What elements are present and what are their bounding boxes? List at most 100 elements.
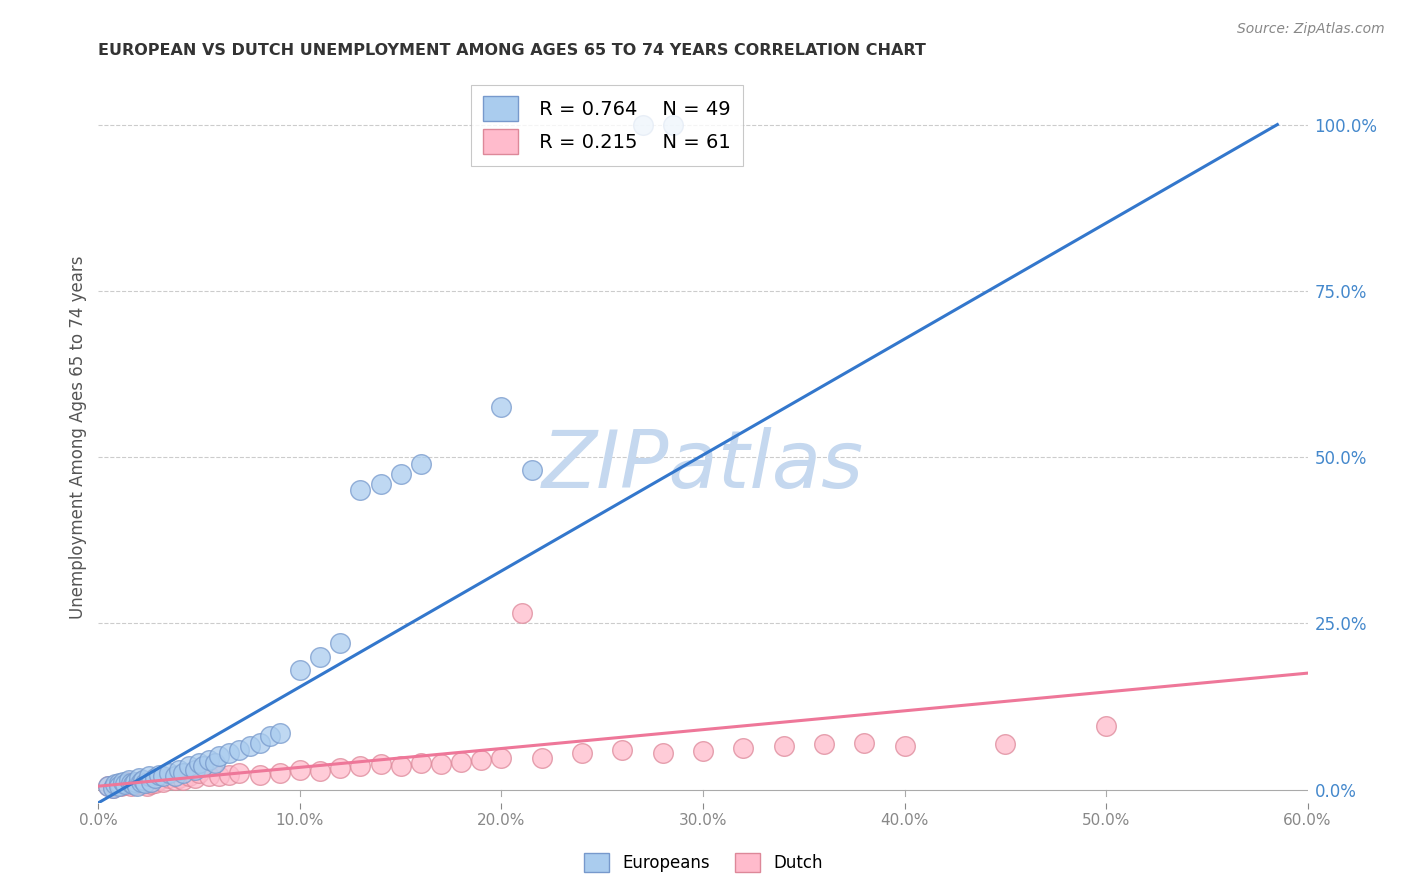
Point: [157, 765, 180, 780]
Point: [121, 777, 143, 791]
Point: [198, 769, 221, 783]
Point: [163, 772, 186, 787]
Point: [120, 776, 142, 790]
Point: [430, 757, 453, 772]
Point: [134, 774, 156, 789]
Point: [249, 736, 271, 750]
Point: [218, 746, 240, 760]
Point: [1095, 719, 1118, 733]
Point: [389, 759, 412, 773]
Point: [101, 780, 124, 795]
Point: [853, 736, 876, 750]
Point: [188, 765, 211, 780]
Point: [198, 753, 221, 767]
Point: [184, 763, 207, 777]
Point: [142, 774, 165, 789]
Point: [114, 777, 136, 791]
Point: [813, 737, 835, 751]
Point: [132, 777, 155, 791]
Point: [409, 457, 432, 471]
Point: [107, 776, 129, 790]
Point: [129, 776, 152, 790]
Point: [193, 759, 215, 773]
Point: [733, 741, 755, 756]
Point: [120, 779, 142, 793]
Point: [179, 759, 201, 773]
Point: [188, 756, 211, 770]
Point: [179, 769, 201, 783]
Point: [994, 737, 1017, 751]
Point: [450, 755, 472, 769]
Point: [228, 765, 250, 780]
Point: [125, 779, 148, 793]
Point: [143, 776, 166, 790]
Point: [121, 776, 143, 790]
Point: [129, 774, 152, 789]
Point: [128, 774, 150, 789]
Point: [110, 779, 132, 793]
Point: [125, 777, 148, 791]
Point: [510, 607, 533, 621]
Point: [309, 764, 332, 778]
Text: EUROPEAN VS DUTCH UNEMPLOYMENT AMONG AGES 65 TO 74 YEARS CORRELATION CHART: EUROPEAN VS DUTCH UNEMPLOYMENT AMONG AGE…: [98, 43, 927, 58]
Point: [135, 779, 157, 793]
Point: [491, 750, 513, 764]
Legend: Europeans, Dutch: Europeans, Dutch: [576, 846, 830, 879]
Point: [662, 118, 685, 132]
Point: [128, 771, 150, 785]
Point: [157, 771, 180, 785]
Point: [143, 771, 166, 785]
Point: [184, 771, 207, 785]
Point: [103, 779, 125, 793]
Point: [167, 771, 190, 785]
Point: [138, 776, 160, 790]
Point: [118, 772, 141, 787]
Point: [118, 777, 141, 791]
Point: [101, 780, 124, 795]
Point: [370, 476, 392, 491]
Point: [218, 768, 240, 782]
Point: [148, 768, 170, 782]
Point: [651, 746, 673, 760]
Point: [309, 649, 332, 664]
Point: [571, 746, 593, 760]
Point: [389, 467, 412, 481]
Point: [491, 400, 513, 414]
Point: [228, 742, 250, 756]
Y-axis label: Unemployment Among Ages 65 to 74 years: Unemployment Among Ages 65 to 74 years: [69, 255, 87, 619]
Point: [124, 778, 146, 792]
Point: [692, 744, 714, 758]
Point: [114, 778, 136, 792]
Point: [772, 739, 794, 754]
Point: [288, 663, 311, 677]
Point: [115, 774, 138, 789]
Point: [329, 636, 352, 650]
Point: [204, 756, 226, 770]
Point: [520, 463, 543, 477]
Point: [172, 765, 194, 780]
Point: [111, 774, 134, 789]
Point: [370, 757, 392, 772]
Point: [152, 769, 174, 783]
Point: [103, 777, 125, 791]
Point: [172, 772, 194, 787]
Point: [132, 772, 155, 787]
Point: [111, 776, 134, 790]
Text: ZIPatlas: ZIPatlas: [541, 427, 865, 506]
Point: [349, 483, 371, 498]
Point: [329, 761, 352, 775]
Point: [208, 749, 231, 764]
Point: [138, 769, 160, 783]
Point: [152, 774, 174, 789]
Point: [139, 777, 162, 791]
Point: [259, 729, 281, 743]
Point: [167, 763, 190, 777]
Point: [612, 742, 634, 756]
Point: [893, 739, 915, 754]
Point: [208, 769, 231, 783]
Point: [530, 750, 553, 764]
Point: [239, 739, 262, 754]
Point: [269, 726, 291, 740]
Point: [269, 765, 291, 780]
Point: [124, 774, 146, 789]
